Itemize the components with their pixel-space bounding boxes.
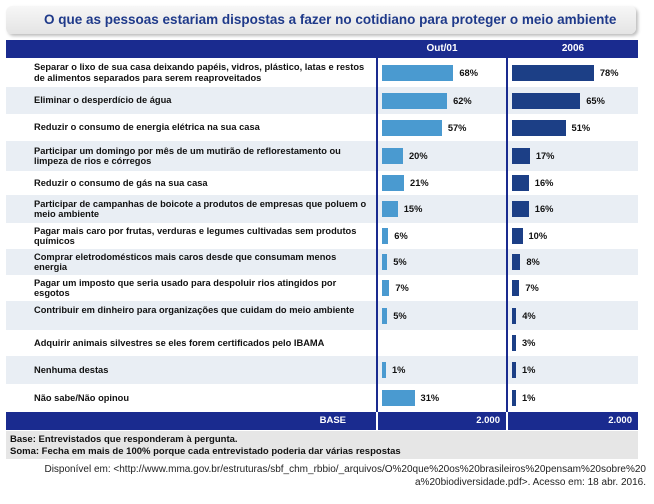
bar-out01	[382, 175, 405, 191]
bar-2006	[512, 280, 520, 296]
note-soma: Soma: Fecha em mais de 100% porque cada …	[10, 446, 401, 457]
chart-title: O que as pessoas estariam dispostas a fa…	[44, 12, 617, 27]
data-label: 57%	[447, 122, 467, 133]
column-divider	[376, 40, 378, 412]
base-value-2006: 2.000	[508, 412, 638, 430]
bar-2006	[512, 335, 516, 351]
bar-2006	[512, 307, 517, 324]
category-label: Participar de campanhas de boicote a pro…	[34, 198, 367, 220]
data-label: 21%	[410, 178, 429, 188]
category-label: Eliminar o desperdício de água	[34, 95, 172, 105]
table-row	[6, 356, 638, 384]
data-label: 1%	[522, 393, 536, 403]
header-col-2001: Out/01	[378, 40, 506, 58]
header-blank	[6, 40, 376, 58]
note-base: Base: Entrevistados que responderam à pe…	[10, 434, 238, 445]
table-row	[6, 384, 638, 412]
category-label: Nenhuma destas	[34, 364, 109, 375]
category-label: Separar o lixo de sua casa deixando papé…	[34, 62, 365, 83]
base-label: BASE	[6, 412, 376, 430]
data-label: 7%	[525, 283, 539, 293]
data-label: 5%	[393, 257, 407, 267]
bar-2006	[512, 254, 521, 270]
table-row	[6, 141, 638, 171]
bar-out01	[382, 201, 398, 217]
category-label: Participar um domingo por mês de um muti…	[34, 145, 341, 167]
data-label: 1%	[392, 365, 406, 375]
bar-out01	[382, 228, 389, 244]
bar-2006	[512, 390, 516, 406]
data-label: 65%	[586, 95, 605, 106]
data-label: 6%	[394, 231, 408, 241]
category-label: Pagar mais caro por frutas, verduras e l…	[34, 225, 357, 247]
data-label: 17%	[535, 151, 555, 161]
bar-2006	[512, 64, 594, 81]
table-row	[6, 330, 638, 356]
column-divider	[506, 40, 508, 412]
data-label: 16%	[534, 178, 554, 188]
data-label: 68%	[459, 67, 478, 78]
data-label: 16%	[534, 204, 554, 214]
bar-2006	[512, 119, 566, 136]
data-label: 15%	[403, 204, 423, 214]
header-col-2006: 2006	[508, 40, 638, 58]
data-label: 10%	[528, 231, 548, 241]
table-row	[6, 301, 638, 330]
bar-2006	[512, 148, 530, 164]
table-row	[6, 275, 638, 301]
table-row	[6, 171, 638, 195]
bar-out01	[382, 148, 403, 164]
table-row	[6, 223, 638, 249]
table-row	[6, 195, 638, 223]
bar-2006	[512, 92, 581, 109]
data-label: 5%	[393, 310, 407, 321]
title-box: O que as pessoas estariam dispostas a fa…	[6, 6, 636, 34]
category-label: Pagar um imposto que seria usado para de…	[34, 277, 337, 299]
source-line-1: Disponível em: <http://www.mma.gov.br/es…	[44, 464, 646, 475]
data-label: 1%	[522, 365, 536, 375]
bar-2006	[512, 201, 529, 217]
category-label: Adquirir animais silvestres se eles fore…	[34, 337, 325, 348]
bar-out01	[382, 119, 442, 136]
bar-out01	[382, 64, 454, 81]
data-label: 7%	[395, 283, 409, 293]
bar-out01	[382, 92, 448, 109]
notes-box: Base: Entrevistados que responderam à pe…	[6, 431, 638, 459]
data-label: 20%	[409, 151, 428, 161]
bar-out01	[382, 362, 386, 378]
source-line-2: a%20biodiversidade.pdf>. Acesso em: 18 a…	[415, 477, 646, 488]
data-label: 31%	[420, 393, 440, 403]
bar-2006	[512, 175, 529, 191]
category-label: Comprar eletrodomésticos mais caros desd…	[34, 251, 337, 273]
chart-table: Out/01 2006 Separar o lixo de sua casa d…	[6, 40, 638, 430]
bar-2006	[512, 362, 516, 378]
bar-out01	[382, 254, 388, 270]
category-label: Não sabe/Não opinou	[34, 392, 130, 403]
category-label: Reduzir o consumo de energia elétrica na…	[34, 122, 260, 132]
data-label: 8%	[526, 257, 540, 267]
bar-out01	[382, 390, 415, 406]
category-label: Reduzir o consumo de gás na sua casa	[34, 177, 208, 188]
data-label: 51%	[571, 122, 591, 133]
category-label: Contribuir em dinheiro para organizações…	[34, 305, 355, 315]
data-label: 4%	[522, 310, 536, 321]
bar-out01	[382, 307, 388, 324]
base-value-2001: 2.000	[378, 412, 506, 430]
data-label: 78%	[599, 67, 619, 78]
source-citation: Disponível em: <http://www.mma.gov.br/es…	[6, 463, 646, 489]
bar-2006	[512, 228, 523, 244]
bar-out01	[382, 280, 390, 296]
data-label: 3%	[522, 338, 536, 348]
data-label: 62%	[453, 95, 472, 106]
table-row	[6, 249, 638, 275]
